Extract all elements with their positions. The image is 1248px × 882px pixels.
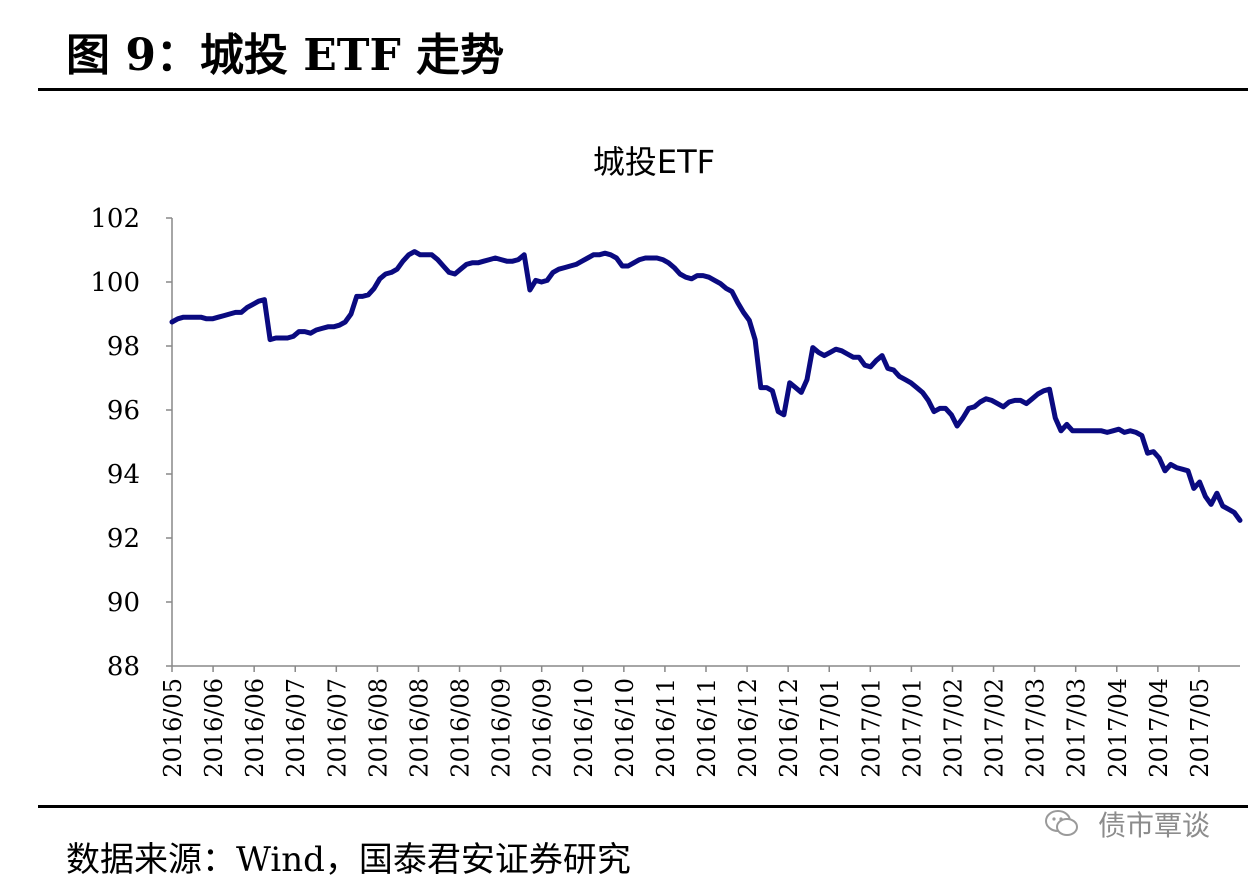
top-rule — [38, 88, 1248, 91]
x-tick-label: 2017/01 — [857, 678, 885, 778]
x-tick-label: 2016/12 — [775, 678, 803, 778]
x-tick-label: 2016/05 — [159, 678, 187, 778]
x-tick-label: 2016/06 — [200, 678, 228, 778]
series-layer — [169, 249, 1243, 523]
x-tick-label: 2016/08 — [447, 678, 475, 778]
x-tick-label: 2017/01 — [898, 678, 926, 778]
x-tick-label: 2016/08 — [405, 678, 433, 778]
x-axis: 2016/05 2016/06 2016/06 2016/07 2016/07 2016/… — [159, 665, 1240, 778]
x-tick-label: 2016/10 — [611, 678, 639, 778]
x-tick-label: 2017/05 — [1186, 678, 1214, 778]
x-tick-label: 2016/12 — [734, 678, 762, 778]
y-tick-label: 100 — [90, 268, 140, 298]
y-tick-label: 92 — [107, 524, 140, 554]
x-tick-label: 2017/04 — [1104, 678, 1132, 778]
x-tick-label: 2017/01 — [816, 678, 844, 778]
x-tick-label: 2016/09 — [488, 678, 516, 778]
x-tick-label: 2016/07 — [282, 678, 310, 778]
x-tick-label: 2016/08 — [364, 678, 392, 778]
x-tick-label: 2017/03 — [1063, 678, 1091, 778]
x-tick-label: 2016/11 — [652, 678, 680, 778]
bottom-rule — [38, 805, 1248, 808]
x-tick-label: 2016/06 — [241, 678, 269, 778]
chart-title: 城投ETF — [593, 143, 715, 181]
x-tick-label: 2017/03 — [1022, 678, 1050, 778]
x-tick-label: 2016/11 — [693, 678, 721, 778]
watermark: 债市覃谈 — [1097, 809, 1210, 842]
y-tick-label: 94 — [107, 460, 140, 490]
x-tick-label: 2017/04 — [1145, 678, 1173, 778]
y-tick-label: 90 — [107, 588, 140, 618]
x-tick-label: 2017/02 — [981, 678, 1009, 778]
x-tick-label: 2016/07 — [323, 678, 351, 778]
x-tick-label: 2016/10 — [570, 678, 598, 778]
series-line — [169, 249, 1243, 523]
y-tick-label: 88 — [107, 652, 140, 682]
x-tick-label: 2017/02 — [939, 678, 967, 778]
x-tick-label: 2016/09 — [529, 678, 557, 778]
y-axis: 88 90 92 94 96 98 100 102 — [90, 204, 173, 682]
figure-title: 图 9：城投 ETF 走势 — [66, 30, 505, 81]
y-tick-label: 98 — [107, 332, 140, 362]
data-source-note: 数据来源：Wind，国泰君安证券研究 — [66, 840, 631, 880]
wechat-icon — [1045, 810, 1078, 836]
y-tick-label: 102 — [90, 204, 140, 234]
y-tick-label: 96 — [107, 396, 140, 426]
